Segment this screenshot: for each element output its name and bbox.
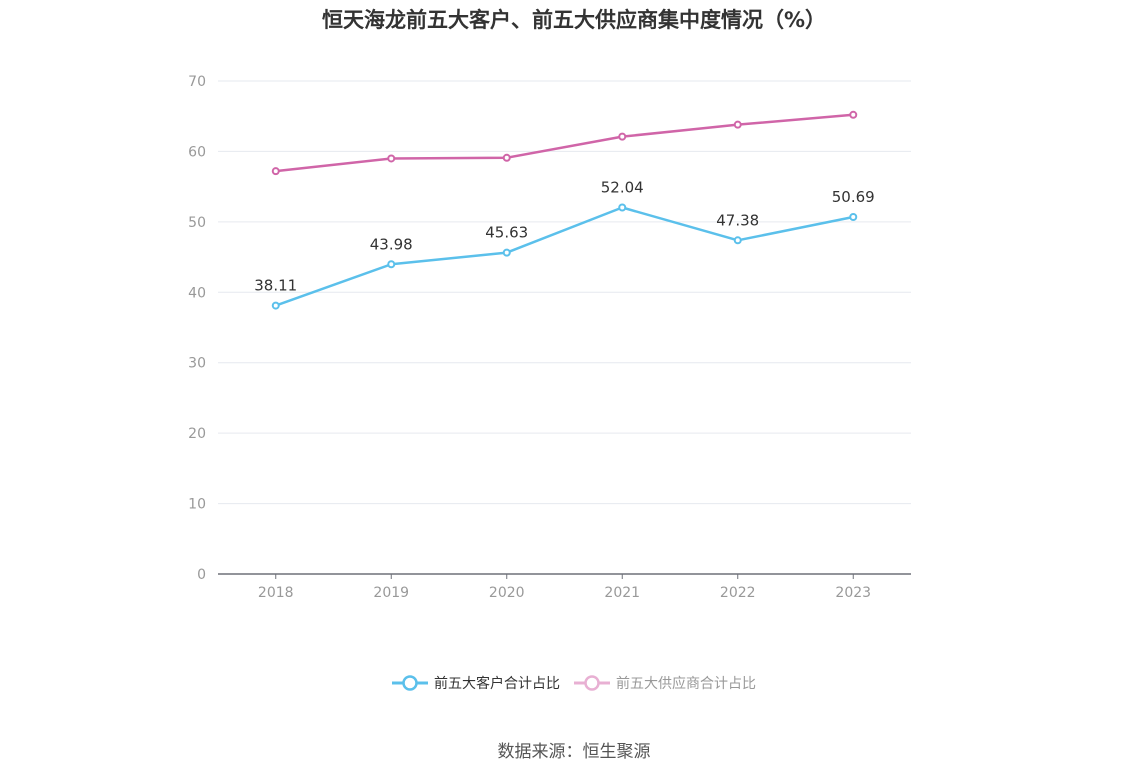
data-point bbox=[271, 301, 280, 310]
y-tick-label: 50 bbox=[188, 215, 206, 231]
data-label: 43.98 bbox=[370, 235, 413, 253]
legend-label-customers: 前五大客户合计占比 bbox=[434, 676, 560, 692]
x-tick-label: 2022 bbox=[720, 585, 756, 601]
y-tick-label: 0 bbox=[197, 567, 206, 583]
data-point bbox=[733, 120, 742, 129]
series-line-1 bbox=[275, 113, 854, 173]
data-label: 47.38 bbox=[716, 211, 759, 229]
data-label: 38.11 bbox=[254, 277, 297, 295]
data-point bbox=[849, 212, 858, 221]
data-point bbox=[618, 132, 627, 141]
legend-swatch-suppliers bbox=[574, 675, 610, 691]
data-point bbox=[618, 203, 627, 212]
chart-title: 恒天海龙前五大客户、前五大供应商集中度情况（%） bbox=[321, 8, 827, 32]
data-point bbox=[387, 260, 396, 269]
x-tick-label: 2023 bbox=[835, 585, 871, 601]
data-source: 数据来源：恒生聚源 bbox=[497, 742, 651, 762]
y-tick-label: 10 bbox=[188, 497, 206, 513]
x-tick-label: 2018 bbox=[258, 585, 294, 601]
legend-swatch-customers bbox=[392, 675, 428, 691]
y-tick-label: 70 bbox=[188, 74, 206, 90]
y-tick-label: 20 bbox=[188, 426, 206, 442]
data-point bbox=[502, 248, 511, 257]
data-point bbox=[849, 110, 858, 119]
y-tick-label: 40 bbox=[188, 285, 206, 301]
legend-item-customers[interactable]: 前五大客户合计占比 bbox=[392, 673, 560, 693]
data-point bbox=[387, 154, 396, 163]
x-tick-label: 2020 bbox=[489, 585, 525, 601]
data-point bbox=[271, 167, 280, 176]
data-label: 52.04 bbox=[601, 178, 644, 196]
data-point bbox=[502, 153, 511, 162]
series-line-0 bbox=[275, 206, 854, 307]
data-point bbox=[733, 236, 742, 245]
y-tick-label: 60 bbox=[188, 144, 206, 160]
data-label: 50.69 bbox=[832, 188, 875, 206]
x-tick-label: 2021 bbox=[604, 585, 640, 601]
legend-item-suppliers[interactable]: 前五大供应商合计占比 bbox=[574, 673, 756, 693]
data-label: 45.63 bbox=[485, 224, 528, 242]
legend-label-suppliers: 前五大供应商合计占比 bbox=[616, 676, 756, 692]
y-tick-label: 30 bbox=[188, 356, 206, 372]
chart-legend: 前五大客户合计占比 前五大供应商合计占比 bbox=[0, 673, 1148, 693]
x-tick-label: 2019 bbox=[373, 585, 409, 601]
